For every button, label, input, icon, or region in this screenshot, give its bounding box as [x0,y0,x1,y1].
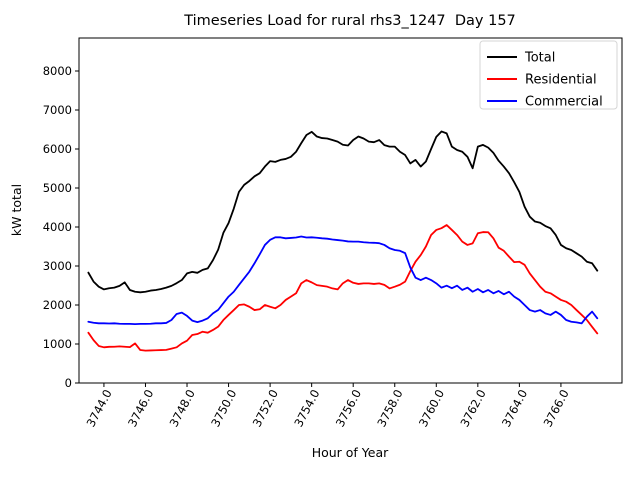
legend-label-residential: Residential [525,73,597,88]
x-tick-label: 3748.0 [167,387,198,429]
chart-title: Timeseries Load for rural rhs3_1247 Day … [183,13,516,29]
x-axis-ticks: 3744.0 3746.0 3748.0 3750.0 3752.0 3754.0 3756… [83,383,572,429]
y-axis-ticks: 0 1000 2000 3000 4000 5000 6000 7000 8000 [43,64,79,390]
x-tick-label: 3758.0 [374,387,405,429]
x-tick-label: 3762.0 [457,387,488,429]
y-tick-label: 8000 [43,64,72,78]
legend: Total Residential Commercial [479,40,618,110]
x-tick-label: 3754.0 [291,387,322,429]
legend-item-residential: Residential [487,73,597,88]
x-tick-label: 3746.0 [125,387,156,429]
legend-item-total: Total [487,51,555,66]
y-tick-label: 2000 [43,298,72,312]
y-tick-label: 0 [65,376,72,390]
legend-item-commercial: Commercial [487,95,603,110]
plot-frame [78,37,623,384]
x-tick-label-group: 3752.0 [250,387,281,429]
x-tick-label-group: 3762.0 [457,387,488,429]
y-tick-label: 5000 [43,181,72,195]
legend-label-total: Total [524,51,555,66]
x-tick-label-group: 3756.0 [333,387,364,429]
x-axis-label: Hour of Year [312,445,389,460]
x-tick-label: 3756.0 [333,387,364,429]
y-tick-label: 3000 [43,259,72,273]
x-tick-label: 3764.0 [499,387,530,429]
x-tick-label-group: 3750.0 [208,387,239,429]
x-tick-label-group: 3764.0 [499,387,530,429]
y-axis-label: kW total [9,184,24,236]
x-tick-label: 3760.0 [416,387,447,429]
x-tick-label: 3750.0 [208,387,239,429]
x-tick-label: 3766.0 [541,387,572,429]
y-tick-label: 1000 [43,337,72,351]
series-line-total [87,130,599,294]
x-tick-label-group: 3758.0 [374,387,405,429]
series-line-commercial [87,235,599,326]
y-tick-label: 7000 [43,103,72,117]
x-tick-label-group: 3766.0 [541,387,572,429]
x-tick-label-group: 3754.0 [291,387,322,429]
x-tick-label: 3752.0 [250,387,281,429]
x-tick-label-group: 3748.0 [167,387,198,429]
x-tick-label-group: 3746.0 [125,387,156,429]
y-tick-label: 4000 [43,220,72,234]
x-tick-label-group: 3744.0 [83,387,114,429]
series-line-residential [87,224,599,352]
y-tick-label: 6000 [43,142,72,156]
x-tick-label: 3744.0 [83,387,114,429]
legend-label-commercial: Commercial [525,95,603,110]
series-lines [87,130,599,352]
x-tick-label-group: 3760.0 [416,387,447,429]
